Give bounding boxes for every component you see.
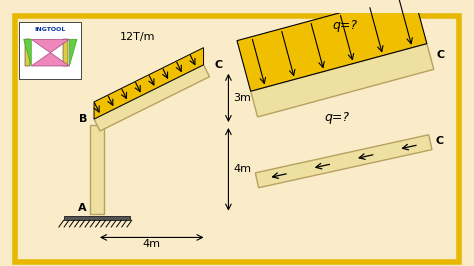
Polygon shape [31,53,69,66]
Polygon shape [251,44,434,117]
Bar [63,39,68,66]
Polygon shape [94,65,210,131]
Bar [64,217,130,220]
Text: C: C [436,50,444,60]
Text: C: C [435,136,443,146]
Polygon shape [69,39,77,66]
Polygon shape [24,39,31,66]
Text: 4m: 4m [143,239,161,249]
Text: B: B [79,114,87,124]
Bar [19,22,81,79]
Polygon shape [94,48,203,119]
Text: 4m: 4m [233,164,251,174]
Text: 12T/m: 12T/m [120,32,155,42]
Polygon shape [31,39,69,53]
Bar [91,125,104,214]
Text: 3m: 3m [233,93,251,103]
Text: q=?: q=? [325,111,350,124]
Polygon shape [237,0,427,91]
Bar [25,39,30,66]
Text: C: C [214,60,222,70]
Text: INGTOOL: INGTOOL [35,27,66,32]
Text: A: A [78,203,87,213]
Polygon shape [255,135,432,188]
Text: q=?: q=? [332,19,357,32]
